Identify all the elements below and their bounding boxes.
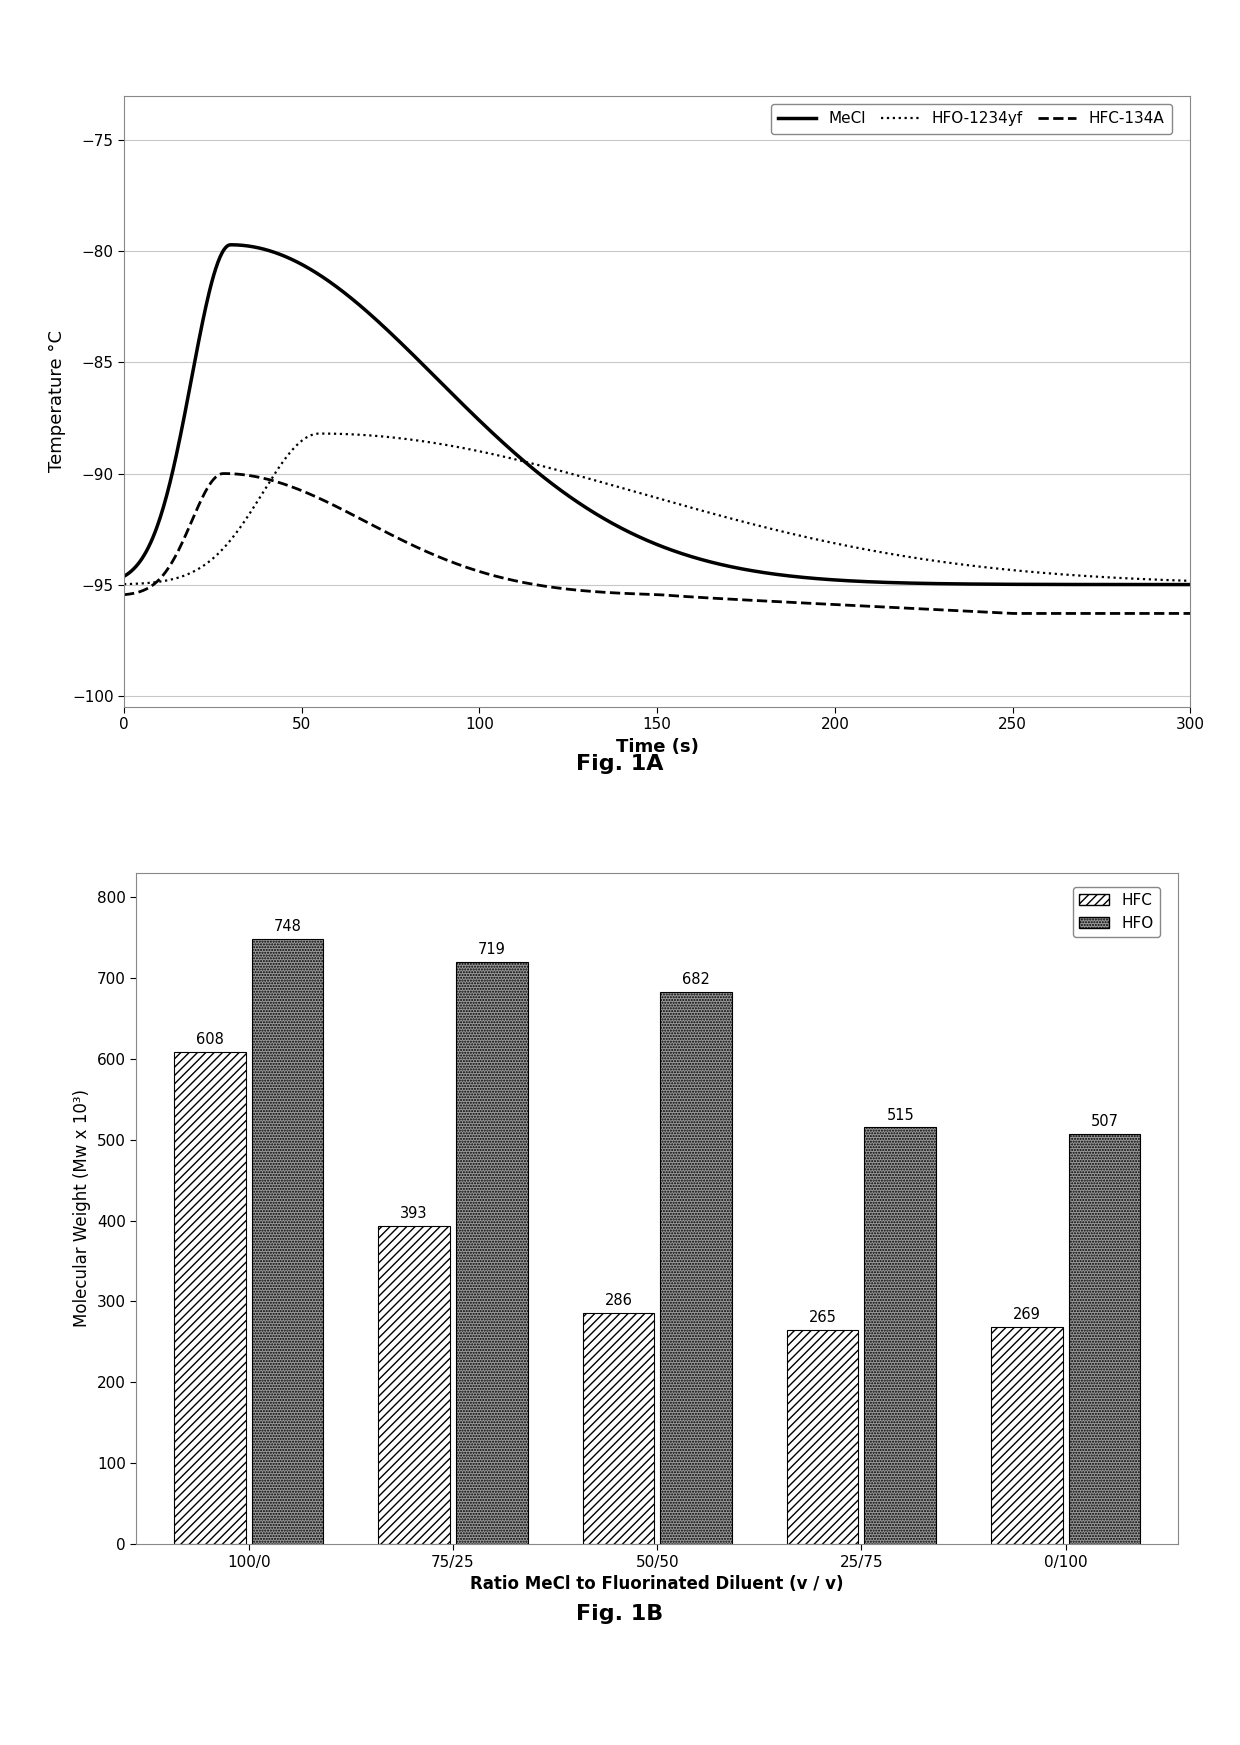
HFO-1234yf (588, 469, 603, 490)
Bar (583, 1312, 655, 1544)
MeCl (1183, 574, 1198, 595)
Text: 393: 393 (401, 1206, 428, 1221)
Text: Fig. 1B: Fig. 1B (577, 1604, 663, 1625)
Line: HFC-134A: HFC-134A (124, 473, 1190, 614)
HFO-1234yf (849, 537, 864, 558)
MeCl (227, 234, 242, 255)
HFO-1234yf (1183, 571, 1198, 592)
Text: 269: 269 (1013, 1307, 1040, 1321)
MeCl (588, 503, 603, 524)
X-axis label: Ratio MeCl to Fluorinated Diluent (v / v): Ratio MeCl to Fluorinated Diluent (v / v… (470, 1576, 844, 1593)
X-axis label: Time (s): Time (s) (616, 738, 698, 756)
HFC-134A (549, 578, 564, 599)
Text: 515: 515 (887, 1108, 914, 1122)
Line: HFO-1234yf: HFO-1234yf (124, 433, 1190, 585)
Legend: MeCl, HFO-1234yf, HFC-134A: MeCl, HFO-1234yf, HFC-134A (770, 103, 1172, 134)
Legend: HFC, HFO: HFC, HFO (1073, 886, 1159, 937)
HFO-1234yf (549, 459, 564, 480)
HFC-134A (227, 464, 242, 485)
HFC-134A (217, 462, 232, 483)
Text: 265: 265 (808, 1310, 837, 1324)
HFO-1234yf (312, 422, 327, 443)
Bar (1069, 1134, 1141, 1544)
Bar (660, 993, 732, 1544)
MeCl (117, 565, 131, 586)
Text: 608: 608 (196, 1033, 224, 1047)
Text: 286: 286 (604, 1293, 632, 1309)
Bar (787, 1330, 858, 1544)
HFC-134A (968, 600, 983, 621)
Y-axis label: Temperature °C: Temperature °C (48, 330, 67, 473)
Text: 682: 682 (682, 972, 711, 988)
MeCl (223, 234, 238, 255)
HFC-134A (949, 600, 963, 621)
MeCl (549, 476, 564, 497)
Text: 719: 719 (477, 942, 506, 958)
Bar (991, 1326, 1063, 1544)
Bar (378, 1227, 450, 1544)
Y-axis label: Molecular Weight (Mw x 10³): Molecular Weight (Mw x 10³) (73, 1089, 92, 1328)
HFO-1234yf (117, 574, 131, 595)
Bar (456, 961, 527, 1544)
Text: Fig. 1A: Fig. 1A (577, 754, 663, 775)
HFO-1234yf (968, 555, 983, 576)
HFC-134A (588, 581, 603, 602)
Bar (252, 939, 324, 1544)
MeCl (849, 571, 864, 592)
Text: 507: 507 (1090, 1113, 1118, 1129)
HFC-134A (117, 585, 131, 606)
HFC-134A (849, 595, 864, 616)
Bar (174, 1052, 246, 1544)
MeCl (968, 574, 983, 595)
Bar (864, 1127, 936, 1544)
HFC-134A (1006, 604, 1021, 625)
Line: MeCl: MeCl (124, 244, 1190, 585)
HFO-1234yf (226, 527, 241, 548)
MeCl (949, 574, 963, 595)
HFO-1234yf (949, 553, 963, 574)
HFC-134A (1183, 604, 1198, 625)
Text: 748: 748 (274, 920, 301, 934)
